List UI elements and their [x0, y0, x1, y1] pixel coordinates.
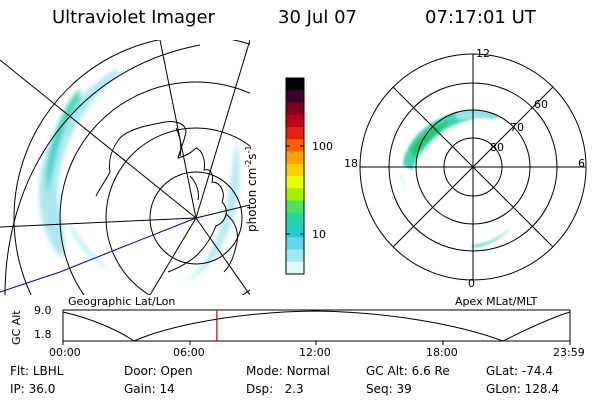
date-label: 30 Jul 07 [278, 7, 357, 28]
door-label: Door: [124, 364, 157, 378]
glat-value: -74.4 [521, 364, 553, 378]
time-ticks [62, 341, 571, 345]
colorbar-cell [286, 163, 304, 177]
time-tick-3: 18:00 [426, 346, 458, 359]
instrument-title: Ultraviolet Imager [52, 7, 215, 28]
coastline [95, 121, 227, 273]
unit-mid: s [245, 153, 259, 160]
apex-polar-plot [359, 53, 587, 281]
colorbar-cell [286, 212, 304, 226]
gc-alt-label: GC Alt: [366, 364, 408, 378]
colorbar-cell [286, 114, 304, 128]
mlt-label-6: 6 [578, 157, 585, 170]
time-label: 07:17:01 UT [425, 7, 536, 28]
filter-info: Flt: LBHL [10, 364, 63, 378]
colorbar-cell [286, 188, 304, 201]
glat-label: GLat: [486, 364, 519, 378]
outer-arc [4, 44, 201, 295]
mlat-label-80: 80 [490, 141, 504, 154]
ip-value: 36.0 [28, 382, 56, 396]
altitude-curve [62, 310, 571, 342]
alt-tick-bottom: 1.8 [34, 328, 52, 341]
seq-value: 39 [396, 382, 412, 396]
seq-label: Seq: [366, 382, 393, 396]
glat-info: GLat: -74.4 [486, 364, 553, 378]
coastline-detail [175, 127, 239, 273]
gain-label: Gain: [124, 382, 156, 396]
time-tick-0: 00:00 [49, 346, 81, 359]
door-value: Open [160, 364, 193, 378]
colorbar-cell [286, 127, 304, 140]
dsp-label: Dsp: [246, 382, 274, 396]
mode-label: Mode: [246, 364, 283, 378]
colorbar-cell [286, 200, 304, 214]
colorbar-cell [286, 102, 304, 116]
colorbar-cell [286, 225, 304, 238]
dsp-value: 2.3 [284, 382, 304, 396]
apex-caption: Apex MLat/MLT [455, 295, 538, 308]
colorbar-cell [286, 151, 304, 165]
ip-info: IP: 36.0 [10, 382, 55, 396]
geographic-caption: Geographic Lat/Lon [68, 295, 176, 308]
terminator-line [0, 217, 197, 293]
gain-info: Gain: 14 [124, 382, 175, 396]
colorbar [285, 77, 305, 275]
colorbar-cell [286, 78, 304, 91]
colorbar-cell [286, 237, 304, 250]
geographic-map [0, 40, 250, 295]
latitude-circles [13, 40, 250, 295]
gain-value: 14 [159, 382, 175, 396]
ip-label: IP: [10, 382, 25, 396]
aurora-emission-left [38, 68, 240, 282]
mlt-label-18: 18 [344, 157, 358, 170]
colorbar-tick-100: 100 [312, 140, 333, 153]
aurora-emission-right [400, 110, 510, 248]
filter-label: Flt: [10, 364, 29, 378]
mlat-label-60: 60 [534, 98, 548, 111]
unit-base: photon cm [245, 167, 259, 232]
gc-alt-ylabel: GC Alt [10, 310, 23, 345]
dsp-info: Dsp: 2.3 [246, 382, 304, 396]
meridian-lines [0, 40, 250, 295]
time-tick-1: 06:00 [173, 346, 205, 359]
colorbar-cell [286, 261, 304, 275]
unit-exp1: -2 [244, 159, 253, 168]
colorbar-tick-10: 10 [312, 228, 326, 241]
mlt-label-12: 12 [476, 47, 490, 60]
unit-exp2: -1 [244, 145, 253, 154]
alt-tick-top: 9.0 [34, 304, 52, 317]
glon-info: GLon: 128.4 [486, 382, 559, 396]
time-tick-2: 12:00 [299, 346, 331, 359]
filter-value: LBHL [32, 364, 64, 378]
door-info: Door: Open [124, 364, 193, 378]
mlt-label-0: 0 [468, 277, 475, 290]
time-tick-4: 23:59 [553, 346, 585, 359]
glon-value: 128.4 [524, 382, 559, 396]
mode-value: Normal [286, 364, 330, 378]
colorbar-cell [286, 249, 304, 263]
mode-info: Mode: Normal [246, 364, 330, 378]
gc-alt-info: GC Alt: 6.6 Re [366, 364, 450, 378]
colorbar-unit: photon cm-2s-1 [244, 145, 259, 232]
altitude-plot [62, 309, 571, 345]
seq-info: Seq: 39 [366, 382, 412, 396]
mlat-label-70: 70 [510, 121, 524, 134]
colorbar-cell [286, 176, 304, 189]
colorbar-cell [286, 139, 304, 152]
colorbar-cell [286, 90, 304, 103]
gc-alt-value: 6.6 Re [411, 364, 450, 378]
glon-label: GLon: [486, 382, 521, 396]
